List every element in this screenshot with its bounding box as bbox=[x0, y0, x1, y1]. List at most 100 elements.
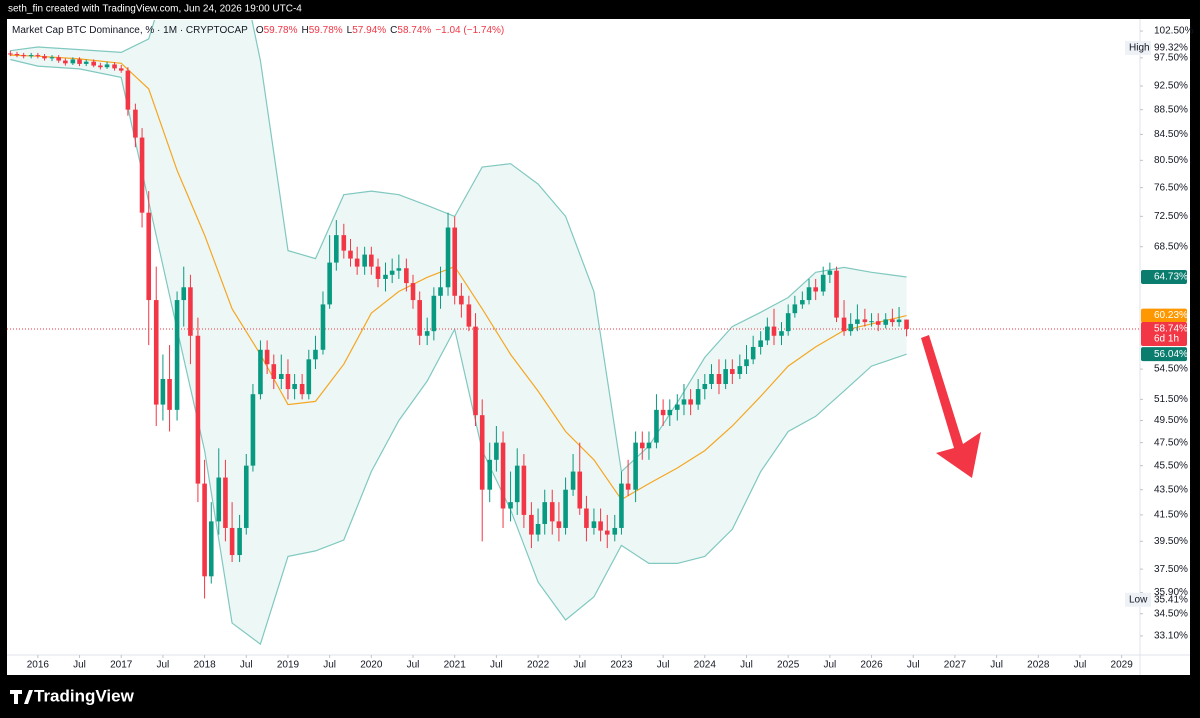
candle-body bbox=[730, 369, 735, 374]
legend-key: C bbox=[390, 25, 397, 36]
y-tick-label: 76.50% bbox=[1154, 182, 1188, 193]
y-tick-label: 41.50% bbox=[1154, 510, 1188, 521]
candle-body bbox=[299, 384, 305, 395]
x-tick-label: Jul bbox=[740, 660, 753, 671]
candle-body bbox=[813, 287, 818, 292]
price-label: 99.32% bbox=[1154, 43, 1188, 54]
candle-body bbox=[118, 68, 124, 71]
y-tick-label: 97.50% bbox=[1154, 52, 1188, 63]
price-label: 56.04% bbox=[1154, 349, 1188, 360]
candle-body bbox=[584, 508, 589, 528]
legend-key: H bbox=[302, 25, 309, 36]
y-tick-label: 80.50% bbox=[1154, 155, 1188, 166]
y-tick-label: 72.50% bbox=[1154, 211, 1188, 222]
candle-body bbox=[890, 319, 895, 323]
candle-body bbox=[383, 274, 388, 279]
y-tick-label: 43.50% bbox=[1154, 484, 1188, 495]
price-label-sub: 6d 1h bbox=[1154, 334, 1179, 345]
candle-body bbox=[243, 465, 249, 528]
candle-body bbox=[875, 321, 881, 325]
candle-body bbox=[862, 319, 868, 323]
candle-body bbox=[800, 300, 805, 305]
candle-body bbox=[320, 304, 326, 350]
candle-body bbox=[306, 359, 312, 395]
candle-body bbox=[229, 527, 235, 556]
candle-body bbox=[723, 369, 728, 385]
y-tick-label: 51.50% bbox=[1154, 394, 1188, 405]
candle-body bbox=[42, 56, 47, 59]
candle-body bbox=[563, 489, 568, 528]
price-tag-box bbox=[1125, 40, 1151, 55]
candle-body bbox=[494, 442, 499, 460]
candle-body bbox=[737, 366, 743, 374]
candle-body bbox=[112, 64, 117, 69]
y-tick-label: 39.50% bbox=[1154, 536, 1188, 547]
candle-body bbox=[535, 523, 541, 535]
price-label: 35.41% bbox=[1154, 594, 1188, 605]
candle-body bbox=[473, 326, 478, 416]
candle-body bbox=[125, 70, 131, 110]
candle-body bbox=[63, 60, 68, 64]
legend-value: 57.94% bbox=[352, 25, 386, 36]
x-tick-label: 2016 bbox=[27, 660, 50, 671]
candle-body bbox=[292, 384, 297, 390]
candle-body bbox=[883, 319, 889, 325]
candle-body bbox=[855, 319, 860, 324]
x-tick-label: 2017 bbox=[110, 660, 133, 671]
band-fill bbox=[10, 20, 907, 645]
candle-body bbox=[91, 61, 97, 66]
candle-body bbox=[264, 349, 270, 365]
y-tick-label: 33.10% bbox=[1154, 631, 1188, 642]
candle-body bbox=[681, 399, 687, 405]
price-label-box bbox=[1141, 347, 1187, 362]
candle-body bbox=[667, 409, 673, 416]
candle-body bbox=[549, 502, 555, 522]
candle-body bbox=[834, 270, 839, 318]
brand-logo: TradingView bbox=[10, 686, 135, 705]
band-lower bbox=[10, 58, 907, 646]
x-tick-label: 2018 bbox=[193, 660, 216, 671]
candle-body bbox=[188, 287, 193, 336]
price-tag-box bbox=[1125, 592, 1151, 607]
candle-body bbox=[765, 326, 770, 341]
y-tick-label: 88.50% bbox=[1154, 104, 1188, 115]
candle-body bbox=[827, 270, 833, 275]
candle-body bbox=[646, 442, 652, 449]
price-label-box bbox=[1141, 308, 1187, 323]
candle-body bbox=[702, 384, 708, 390]
candle-body bbox=[466, 304, 472, 327]
candle-body bbox=[452, 227, 457, 296]
candle-body bbox=[133, 109, 138, 138]
candle-body bbox=[167, 378, 172, 410]
price-tag: High bbox=[1129, 43, 1150, 54]
candle-body bbox=[285, 373, 291, 390]
band-basis bbox=[10, 54, 907, 501]
x-tick-label: 2022 bbox=[527, 660, 550, 671]
candle-body bbox=[896, 319, 902, 323]
candle-body bbox=[104, 64, 110, 68]
candle-body bbox=[14, 53, 20, 56]
legend-value: 59.78% bbox=[309, 25, 343, 36]
candle-body bbox=[341, 235, 347, 251]
candle-body bbox=[396, 268, 402, 271]
candle-body bbox=[208, 521, 214, 577]
candle-body bbox=[223, 477, 228, 528]
candle-body bbox=[771, 326, 777, 336]
candle-body bbox=[598, 521, 603, 531]
y-tick-label: 47.50% bbox=[1154, 437, 1188, 448]
candle-body bbox=[431, 295, 437, 332]
x-tick-label: 2020 bbox=[360, 660, 383, 671]
x-tick-label: Jul bbox=[573, 660, 586, 671]
candle-body bbox=[21, 55, 26, 57]
x-tick-label: 2027 bbox=[944, 660, 967, 671]
price-label-box bbox=[1141, 321, 1187, 346]
candle-body bbox=[250, 394, 256, 466]
candle-body bbox=[83, 61, 89, 64]
legend-value: 59.78% bbox=[264, 25, 298, 36]
x-tick-label: Jul bbox=[323, 660, 336, 671]
legend-key: L bbox=[347, 25, 353, 36]
candle-body bbox=[612, 527, 618, 535]
candle-body bbox=[744, 359, 749, 367]
candle-body bbox=[313, 349, 318, 360]
